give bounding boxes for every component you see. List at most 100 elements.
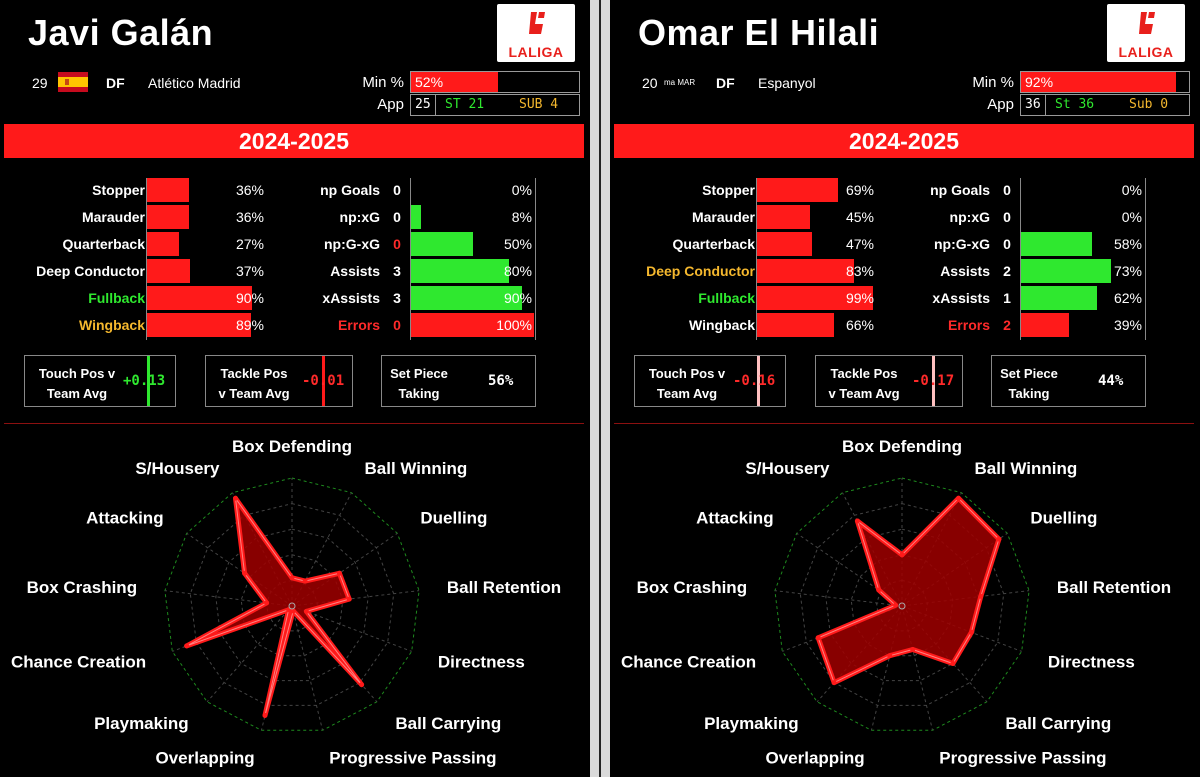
stat-value: 3 [393,263,401,279]
role-pct: 47% [845,236,874,252]
radar-point [359,682,365,688]
player-team: Atlético Madrid [148,75,241,91]
apps-separator [1045,95,1046,115]
role-label: Deep Conductor [646,263,755,279]
apps-starts: St 36 [1055,97,1095,112]
stat-pct: 73% [1113,263,1142,279]
role-pct: 69% [845,182,874,198]
section-divider [4,423,584,424]
minutes-fill [411,72,499,92]
metric-value: -0.17 [912,373,955,389]
radar-axis-label: Box Crashing [637,578,748,597]
radar-point [346,596,352,602]
metric-box: Tackle Pos v Team Avg -0.01 [205,355,353,407]
stat-bar [1021,286,1098,310]
radar-axis-label: Duelling [1030,508,1097,527]
role-bar [757,259,855,283]
radar-series-highlight [186,497,363,716]
player-age: 20 [642,75,658,91]
apps-separator [435,95,436,115]
stat-pct: 58% [1113,236,1142,252]
metric-label-line2: Taking [398,386,440,401]
radar-axis-label: Box Crashing [27,578,138,597]
radar-axis-label: S/Housery [745,459,830,478]
stat-label: xAssists [932,290,990,306]
radar-axis-label: Overlapping [766,749,865,768]
radar-axis-label: Duelling [420,508,487,527]
radar-point [854,518,860,524]
metric-label: Set Piece Taking [384,364,454,404]
role-label: Stopper [92,182,145,198]
stat-bar [411,232,473,256]
role-pct: 90% [235,290,264,306]
stat-bar [1021,232,1093,256]
role-bar [757,286,873,310]
radar-axis-label: Directness [438,652,525,671]
minutes-fill [1021,72,1176,92]
minutes-label: Min % [362,74,404,91]
radar-chart: Box Defending Ball Winning Duelling Ball Re… [11,437,561,768]
season-banner: 2024-2025 [614,124,1194,158]
minutes-value: 92% [1025,74,1054,90]
stat-value: 0 [393,182,401,198]
role-bar [147,178,190,202]
radar-center [898,602,906,610]
apps-total: 36 [1025,97,1041,112]
radar-axis-label: Ball Retention [447,578,561,597]
stat-label: Assists [330,263,380,279]
radar-point [302,578,308,584]
radar-chart: Box Defending Ball Winning Duelling Ball Re… [621,437,1171,768]
radar-point [978,593,984,599]
stat-label: np:G-xG [934,236,990,252]
radar-point [303,608,309,614]
radar-point [910,647,916,652]
stat-value: 1 [1003,290,1011,306]
role-pct: 66% [845,317,874,333]
metric-box: Set Piece Taking 44% [991,355,1146,407]
laliga-logo: LALIGA [497,4,575,62]
apps-box: 36 St 36 Sub 0 [1020,94,1190,116]
role-bar [147,313,252,337]
radar-axis-label: Chance Creation [11,652,146,671]
minutes-value: 52% [415,74,444,90]
stat-pct: 8% [511,209,532,225]
logo-text: LALIGA [1118,44,1174,60]
metric-value: 44% [1098,373,1124,389]
metric-box: Touch Pos v Team Avg -0.16 [634,355,786,407]
role-bar [757,178,838,202]
role-pct: 99% [845,290,874,306]
role-label: Marauder [691,209,755,225]
role-label: Marauder [81,209,145,225]
metric-label-line2: Team Avg [46,386,108,401]
stat-pct: 62% [1113,290,1142,306]
stat-axis-right [535,178,536,340]
radar-series-shape [815,495,1002,686]
stat-pct: 0% [1121,209,1142,225]
role-bar [147,259,191,283]
radar-axis-label: Progressive Passing [939,749,1106,768]
apps-subs: SUB 4 [519,97,559,112]
radar-point [264,600,270,606]
metric-box: Set Piece Taking 56% [381,355,536,407]
metric-value: -0.16 [733,373,776,389]
player-card-1: Javi Galán LALIGA 29 DF Atlético Madrid Min %… [0,0,590,777]
laliga-logo: LALIGA [1107,4,1185,62]
stat-label: np:G-xG [324,236,380,252]
stat-label: np:xG [949,209,990,225]
metric-box: Tackle Pos v Team Avg -0.17 [815,355,963,407]
role-bar [147,205,190,229]
stat-value: 0 [1003,182,1011,198]
metric-value: 56% [488,373,514,389]
radar-axis-label: Ball Winning [975,459,1078,478]
role-label: Deep Conductor [36,263,145,279]
radar-point [876,587,882,593]
stat-bar [411,205,421,229]
stat-axis-left [410,178,411,340]
metric-marker [147,356,150,406]
metric-label-line2: v Team Avg [218,386,290,401]
stat-value: 2 [1003,263,1011,279]
section-divider [614,423,1194,424]
season-banner: 2024-2025 [4,124,584,158]
metric-marker [322,356,325,406]
stat-axis-left [1020,178,1021,340]
